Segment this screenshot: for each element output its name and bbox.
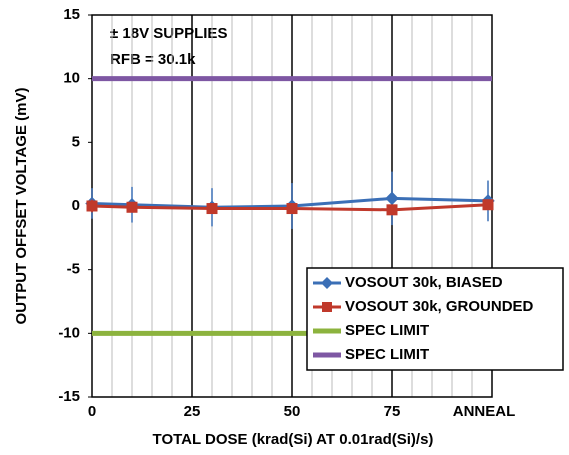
marker <box>286 203 298 215</box>
y-tick-label: -10 <box>58 324 80 341</box>
legend-marker <box>322 302 332 312</box>
y-tick-label: -15 <box>58 388 80 405</box>
x-tick-label: ANNEAL <box>453 403 516 420</box>
marker <box>482 199 494 211</box>
annotation: RFB = 30.1k <box>110 51 196 68</box>
marker <box>86 200 98 212</box>
legend-box <box>306 267 564 371</box>
x-axis-title: TOTAL DOSE (krad(Si) AT 0.01rad(Si)/s) <box>153 431 434 448</box>
marker <box>206 203 218 215</box>
legend-label: VOSOUT 30k, BIASED <box>345 274 503 291</box>
marker <box>386 204 398 216</box>
y-tick-label: 10 <box>63 70 80 87</box>
legend-label: SPEC LIMIT <box>345 346 429 363</box>
y-tick-label: 0 <box>72 197 80 214</box>
legend-label: SPEC LIMIT <box>345 322 429 339</box>
x-tick-label: 25 <box>184 403 201 420</box>
y-axis-title: OUTPUT OFFSET VOLTAGE (mV) <box>13 88 30 325</box>
x-tick-label: 75 <box>384 403 401 420</box>
marker <box>126 201 138 213</box>
x-tick-label: 0 <box>88 403 96 420</box>
y-tick-label: -5 <box>67 261 80 278</box>
marker <box>385 191 399 206</box>
series-line <box>91 203 489 212</box>
y-tick-label: 5 <box>72 133 80 150</box>
y-tick-label: 15 <box>63 6 80 23</box>
legend-label: VOSOUT 30k, GROUNDED <box>345 298 534 315</box>
annotation: ± 18V SUPPLIES <box>110 25 227 42</box>
x-tick-label: 50 <box>284 403 301 420</box>
legend-marker <box>321 277 333 289</box>
series-line <box>91 196 489 209</box>
